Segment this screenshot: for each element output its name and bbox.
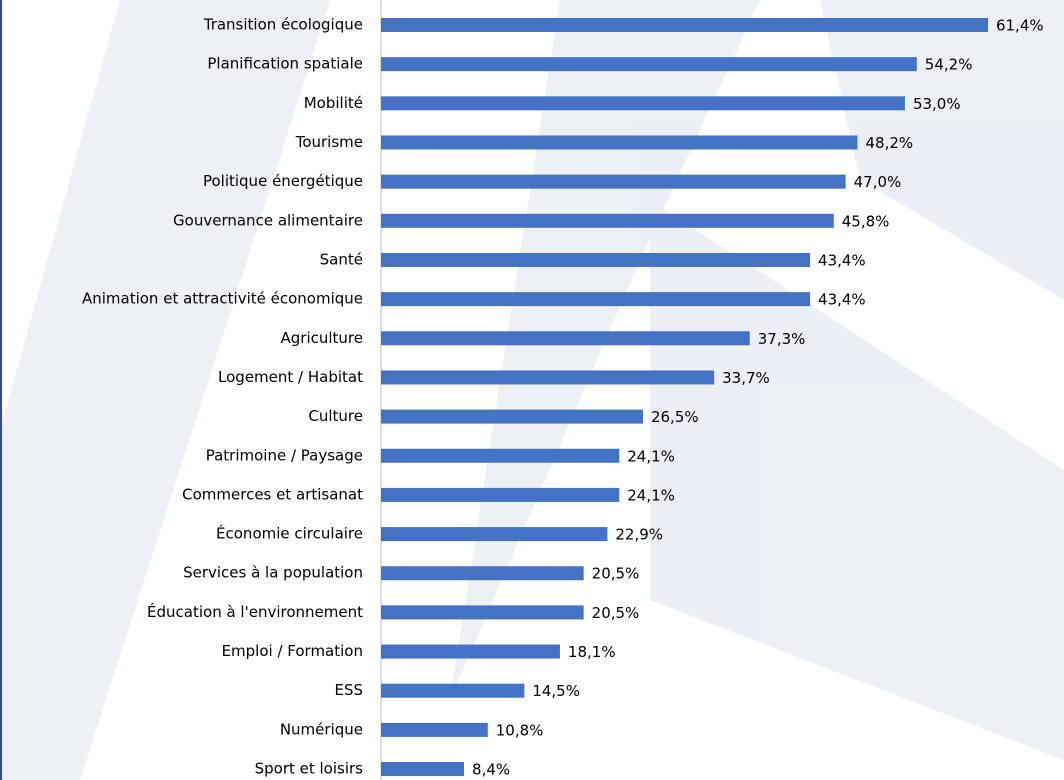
category-label: Services à la population	[183, 564, 363, 582]
value-label: 37,3%	[758, 330, 806, 348]
value-label: 43,4%	[818, 291, 866, 309]
value-label: 47,0%	[854, 173, 902, 191]
category-label: Gouvernance alimentaire	[173, 211, 363, 229]
category-label: Santé	[320, 250, 363, 268]
value-label: 33,7%	[722, 369, 770, 387]
category-label: ESS	[334, 681, 363, 699]
category-label: Tourisme	[295, 133, 363, 151]
bar	[381, 57, 917, 72]
category-label: Logement / Habitat	[218, 368, 363, 386]
category-label: Économie circulaire	[216, 524, 363, 543]
bar	[381, 174, 846, 189]
category-label: Numérique	[280, 720, 363, 738]
value-label: 24,1%	[627, 447, 675, 465]
category-label: Sport et loisirs	[255, 760, 364, 778]
bar	[381, 292, 811, 307]
value-label: 45,8%	[842, 212, 890, 230]
value-label: 53,0%	[913, 95, 961, 113]
bar	[381, 213, 834, 228]
category-label: Planification spatiale	[207, 55, 363, 73]
category-label: Commerces et artisanat	[182, 485, 363, 503]
bar	[381, 527, 608, 542]
category-label: Animation et attractivité économique	[82, 290, 363, 308]
bar	[381, 18, 988, 32]
category-label: Transition écologique	[203, 16, 363, 34]
category-label: Agriculture	[281, 329, 364, 347]
watermark-shape	[650, 200, 1064, 760]
value-label: 14,5%	[532, 682, 580, 700]
category-label: Emploi / Formation	[222, 642, 363, 660]
bar	[381, 762, 465, 777]
value-label: 18,1%	[568, 643, 616, 661]
bar	[381, 605, 584, 620]
value-label: 24,1%	[627, 486, 675, 504]
bar	[381, 644, 560, 659]
value-label: 20,5%	[592, 604, 640, 622]
bar	[381, 722, 488, 737]
value-label: 10,8%	[496, 721, 544, 739]
value-label: 20,5%	[592, 565, 640, 583]
watermark-shape	[0, 0, 330, 780]
value-label: 43,4%	[818, 251, 866, 269]
bar	[381, 566, 584, 581]
category-label: Politique énergétique	[203, 172, 363, 190]
bar	[381, 331, 750, 346]
value-label: 8,4%	[472, 761, 510, 779]
value-label: 22,9%	[615, 526, 663, 544]
watermark-shape	[820, 0, 1064, 300]
value-label: 26,5%	[651, 408, 699, 426]
category-label: Patrimoine / Paysage	[206, 446, 363, 464]
bar	[381, 135, 858, 150]
category-label: Éducation à l'environnement	[147, 602, 363, 621]
bar	[381, 370, 715, 385]
bar	[381, 448, 620, 463]
bar	[381, 96, 905, 111]
value-label: 54,2%	[925, 56, 973, 74]
bar	[381, 683, 525, 698]
category-label: Culture	[308, 407, 363, 425]
bar	[381, 252, 811, 267]
value-label: 48,2%	[865, 134, 913, 152]
bar	[381, 409, 643, 424]
value-label: 61,4%	[996, 17, 1044, 35]
bar	[381, 487, 620, 502]
category-label: Mobilité	[304, 94, 363, 112]
